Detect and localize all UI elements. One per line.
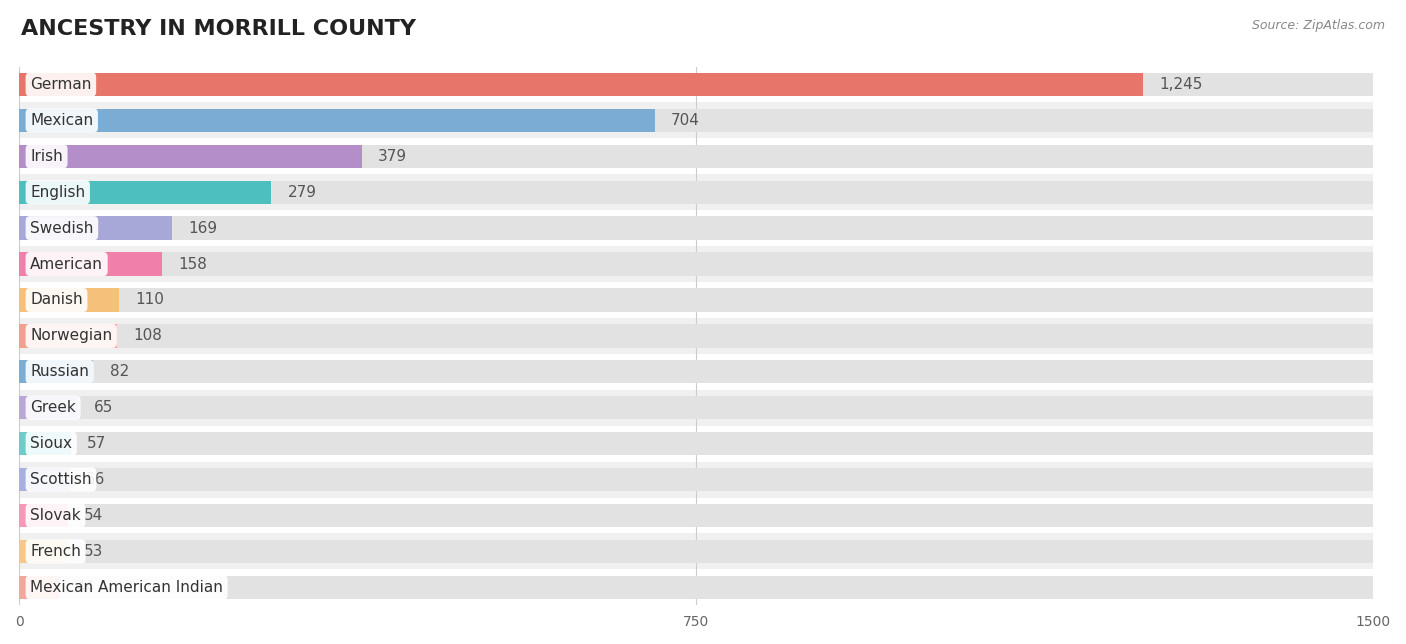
Bar xyxy=(20,576,59,599)
Bar xyxy=(20,390,1374,426)
Text: 54: 54 xyxy=(84,508,104,523)
Bar xyxy=(20,289,118,312)
Bar xyxy=(20,66,1374,102)
Text: 108: 108 xyxy=(134,328,162,343)
Bar xyxy=(20,318,1374,354)
Bar xyxy=(20,145,361,168)
Text: 1,245: 1,245 xyxy=(1160,77,1204,92)
Text: 279: 279 xyxy=(287,185,316,200)
Text: English: English xyxy=(30,185,86,200)
Bar xyxy=(20,360,1374,383)
Text: Mexican: Mexican xyxy=(30,113,93,128)
Bar xyxy=(20,569,1374,605)
Bar xyxy=(20,432,1374,455)
Text: 169: 169 xyxy=(188,221,218,236)
Text: Danish: Danish xyxy=(30,292,83,307)
Text: Sioux: Sioux xyxy=(30,436,72,451)
Text: German: German xyxy=(30,77,91,92)
Bar xyxy=(20,396,79,419)
Bar xyxy=(20,432,70,455)
Bar xyxy=(20,540,1374,563)
Bar xyxy=(20,504,67,527)
Text: 57: 57 xyxy=(87,436,107,451)
Text: 379: 379 xyxy=(378,149,406,164)
Bar xyxy=(20,252,1374,276)
Bar xyxy=(20,109,655,132)
Bar xyxy=(20,324,1374,348)
Bar xyxy=(20,396,1374,419)
Bar xyxy=(20,102,1374,138)
Bar xyxy=(20,246,1374,282)
Text: 53: 53 xyxy=(83,544,103,559)
Bar xyxy=(20,73,1143,96)
Bar xyxy=(20,462,1374,498)
Text: Source: ZipAtlas.com: Source: ZipAtlas.com xyxy=(1251,19,1385,32)
Bar xyxy=(20,252,162,276)
Bar xyxy=(20,533,1374,569)
Bar xyxy=(20,216,172,240)
Text: ANCESTRY IN MORRILL COUNTY: ANCESTRY IN MORRILL COUNTY xyxy=(21,19,416,39)
Bar xyxy=(20,216,1374,240)
Text: Norwegian: Norwegian xyxy=(30,328,112,343)
Text: Mexican American Indian: Mexican American Indian xyxy=(30,580,224,595)
Bar xyxy=(20,354,1374,390)
Text: Greek: Greek xyxy=(30,400,76,415)
Text: Russian: Russian xyxy=(30,365,89,379)
Bar xyxy=(20,145,1374,168)
Text: French: French xyxy=(30,544,82,559)
Text: American: American xyxy=(30,256,103,272)
Text: 704: 704 xyxy=(671,113,700,128)
Bar xyxy=(20,180,271,204)
Bar xyxy=(20,210,1374,246)
Text: 56: 56 xyxy=(86,472,105,487)
Bar xyxy=(20,109,1374,132)
Bar xyxy=(20,498,1374,533)
Bar xyxy=(20,138,1374,175)
Bar xyxy=(20,324,117,348)
Text: Irish: Irish xyxy=(30,149,63,164)
Bar xyxy=(20,468,70,491)
Bar xyxy=(20,426,1374,462)
Text: 65: 65 xyxy=(94,400,114,415)
Bar xyxy=(20,289,1374,312)
Bar xyxy=(20,180,1374,204)
Bar xyxy=(20,540,67,563)
Bar xyxy=(20,504,1374,527)
Bar xyxy=(20,576,1374,599)
Text: Slovak: Slovak xyxy=(30,508,80,523)
Bar xyxy=(20,73,1374,96)
Bar xyxy=(20,360,93,383)
Text: Scottish: Scottish xyxy=(30,472,91,487)
Bar xyxy=(20,175,1374,210)
Bar xyxy=(20,282,1374,318)
Text: 44: 44 xyxy=(76,580,94,595)
Text: 110: 110 xyxy=(135,292,163,307)
Text: Swedish: Swedish xyxy=(30,221,94,236)
Text: 158: 158 xyxy=(179,256,207,272)
Text: 82: 82 xyxy=(110,365,129,379)
Bar xyxy=(20,468,1374,491)
